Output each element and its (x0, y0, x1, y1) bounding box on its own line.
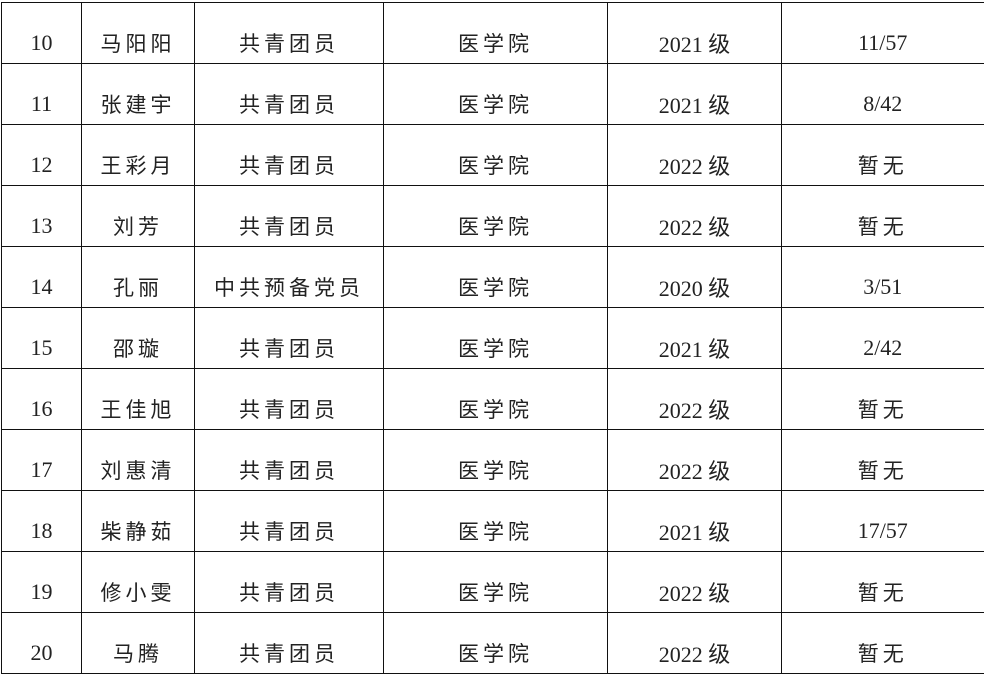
number-cell: 20 (1, 612, 82, 674)
political-status-cell: 共青团员 (194, 307, 384, 369)
college-cell: 医学院 (383, 185, 608, 247)
grade-cell: 2021 级 (607, 2, 782, 64)
political-status-cell: 中共预备党员 (194, 246, 384, 308)
name-cell: 马腾 (81, 612, 195, 674)
political-status-cell: 共青团员 (194, 551, 384, 613)
number-cell: 19 (1, 551, 82, 613)
name-cell: 孔丽 (81, 246, 195, 308)
political-status-cell: 共青团员 (194, 2, 384, 64)
grade-cell: 2022 级 (607, 368, 782, 430)
name-cell: 张建宇 (81, 63, 195, 125)
college-cell: 医学院 (383, 429, 608, 491)
table-row: 13 刘芳 共青团员 医学院 2022 级暂无 (1, 185, 984, 247)
number-cell: 10 (1, 2, 82, 64)
grade-cell: 2022 级 (607, 185, 782, 247)
rank-cell: 暂无 (781, 368, 984, 430)
table-row: 10 马阳阳 共青团员 医学院 2021 级 11/57 (1, 2, 984, 64)
name-cell: 刘惠清 (81, 429, 195, 491)
rank-cell: 暂无 (781, 429, 984, 491)
grade-cell: 2022 级 (607, 124, 782, 186)
table-row: 20 马腾 共青团员 医学院 2022 级暂无 (1, 612, 984, 674)
college-cell: 医学院 (383, 551, 608, 613)
college-cell: 医学院 (383, 490, 608, 552)
rank-cell: 暂无 (781, 124, 984, 186)
name-cell: 修小雯 (81, 551, 195, 613)
number-cell: 18 (1, 490, 82, 552)
name-cell: 王彩月 (81, 124, 195, 186)
rank-cell: 11/57 (781, 2, 984, 64)
name-cell: 柴静茹 (81, 490, 195, 552)
college-cell: 医学院 (383, 368, 608, 430)
rank-cell: 17/57 (781, 490, 984, 552)
student-table: 10 马阳阳 共青团员 医学院 2021 级 11/57 11 张建宇 共青团员 医学院 2021 … (1, 2, 984, 674)
grade-cell: 2021 级 (607, 490, 782, 552)
college-cell: 医学院 (383, 2, 608, 64)
table-row: 14 孔丽 中共预备党员 医学院 2020 级 3/51 (1, 246, 984, 308)
rank-cell: 暂无 (781, 185, 984, 247)
table-row: 16 王佳旭 共青团员 医学院 2022 级暂无 (1, 368, 984, 430)
name-cell: 马阳阳 (81, 2, 195, 64)
political-status-cell: 共青团员 (194, 185, 384, 247)
name-cell: 王佳旭 (81, 368, 195, 430)
political-status-cell: 共青团员 (194, 124, 384, 186)
number-cell: 17 (1, 429, 82, 491)
college-cell: 医学院 (383, 63, 608, 125)
college-cell: 医学院 (383, 124, 608, 186)
rank-cell: 暂无 (781, 551, 984, 613)
grade-cell: 2022 级 (607, 612, 782, 674)
grade-cell: 2022 级 (607, 551, 782, 613)
rank-cell: 暂无 (781, 612, 984, 674)
grade-cell: 2020 级 (607, 246, 782, 308)
number-cell: 16 (1, 368, 82, 430)
college-cell: 医学院 (383, 307, 608, 369)
table-row: 11 张建宇 共青团员 医学院 2021 级 8/42 (1, 63, 984, 125)
name-cell: 邵璇 (81, 307, 195, 369)
table-row: 17 刘惠清 共青团员 医学院 2022 级暂无 (1, 429, 984, 491)
number-cell: 12 (1, 124, 82, 186)
political-status-cell: 共青团员 (194, 429, 384, 491)
table-row: 18 柴静茹 共青团员 医学院 2021 级 17/57 (1, 490, 984, 552)
table-row: 15 邵璇 共青团员 医学院 2021 级 2/42 (1, 307, 984, 369)
political-status-cell: 共青团员 (194, 63, 384, 125)
grade-cell: 2021 级 (607, 63, 782, 125)
rank-cell: 3/51 (781, 246, 984, 308)
number-cell: 11 (1, 63, 82, 125)
political-status-cell: 共青团员 (194, 612, 384, 674)
college-cell: 医学院 (383, 246, 608, 308)
table-row: 12 王彩月 共青团员 医学院 2022 级暂无 (1, 124, 984, 186)
rank-cell: 8/42 (781, 63, 984, 125)
grade-cell: 2022 级 (607, 429, 782, 491)
grade-cell: 2021 级 (607, 307, 782, 369)
table-row: 19 修小雯 共青团员 医学院 2022 级暂无 (1, 551, 984, 613)
rank-cell: 2/42 (781, 307, 984, 369)
number-cell: 13 (1, 185, 82, 247)
political-status-cell: 共青团员 (194, 490, 384, 552)
table-body: 10 马阳阳 共青团员 医学院 2021 级 11/57 11 张建宇 共青团员 医学院 2021 … (1, 2, 984, 674)
name-cell: 刘芳 (81, 185, 195, 247)
number-cell: 14 (1, 246, 82, 308)
political-status-cell: 共青团员 (194, 368, 384, 430)
number-cell: 15 (1, 307, 82, 369)
college-cell: 医学院 (383, 612, 608, 674)
